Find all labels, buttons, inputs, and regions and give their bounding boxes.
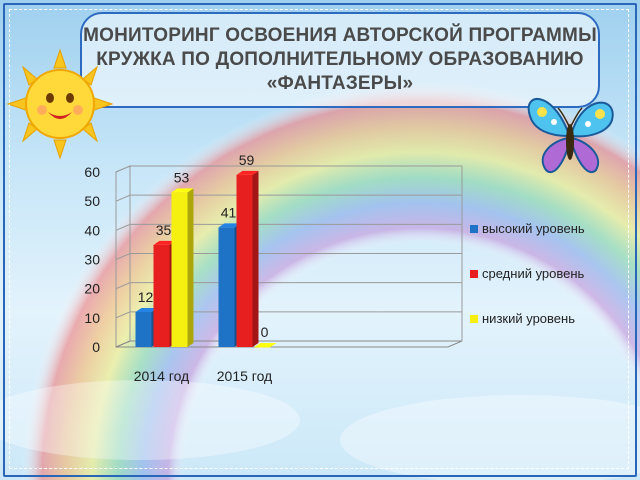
bar-top bbox=[218, 223, 241, 228]
bar-top bbox=[171, 188, 194, 193]
y-tick-label: 60 bbox=[84, 164, 100, 180]
legend-swatch bbox=[470, 225, 478, 233]
bar-top bbox=[236, 170, 259, 175]
y-tick-label: 50 bbox=[84, 193, 100, 209]
data-label: 41 bbox=[221, 204, 237, 220]
butterfly-icon bbox=[527, 97, 614, 173]
y-tick-label: 40 bbox=[84, 222, 100, 238]
legend-label: высокий уровень bbox=[482, 221, 585, 236]
bar-side bbox=[187, 188, 194, 347]
x-tick-label: 2014 год bbox=[134, 368, 189, 384]
data-label: 0 bbox=[261, 324, 269, 340]
y-tick-label: 0 bbox=[92, 339, 100, 355]
bar-top bbox=[135, 308, 158, 312]
smiling-sun-icon bbox=[6, 48, 114, 160]
bar bbox=[135, 312, 152, 347]
title-line-2: КРУЖКА ПО ДОПОЛНИТЕЛЬНОМУ ОБРАЗОВАНИЮ bbox=[96, 49, 584, 70]
bar-side bbox=[252, 170, 259, 347]
y-tick-label: 30 bbox=[84, 252, 100, 268]
legend-swatch bbox=[470, 270, 478, 278]
page-title: МОНИТОРИНГ ОСВОЕНИЯ АВТОРСКОЙ ПРОГРАММЫ … bbox=[83, 24, 597, 96]
title-banner: МОНИТОРИНГ ОСВОЕНИЯ АВТОРСКОЙ ПРОГРАММЫ … bbox=[80, 12, 600, 108]
x-tick-label: 2015 год bbox=[217, 368, 272, 384]
bar bbox=[236, 174, 253, 347]
legend-swatch bbox=[470, 315, 478, 323]
data-label: 35 bbox=[156, 222, 172, 238]
bar bbox=[254, 347, 271, 348]
legend-label: средний уровень bbox=[482, 266, 585, 281]
gridline bbox=[115, 165, 462, 173]
data-label: 12 bbox=[138, 289, 154, 305]
bar-top bbox=[254, 343, 277, 347]
bar bbox=[218, 227, 235, 347]
bar bbox=[171, 192, 188, 347]
data-label: 59 bbox=[239, 152, 255, 168]
y-tick-label: 10 bbox=[84, 310, 100, 326]
bar-top bbox=[153, 240, 176, 245]
bar bbox=[153, 244, 170, 347]
title-line-3: «ФАНТАЗЕРЫ» bbox=[266, 73, 414, 94]
data-label: 53 bbox=[174, 169, 190, 185]
title-line-1: МОНИТОРИНГ ОСВОЕНИЯ АВТОРСКОЙ ПРОГРАММЫ bbox=[83, 25, 597, 46]
gridline bbox=[115, 194, 462, 202]
legend-label: низкий уровень bbox=[482, 311, 575, 326]
y-tick-label: 20 bbox=[84, 281, 100, 297]
